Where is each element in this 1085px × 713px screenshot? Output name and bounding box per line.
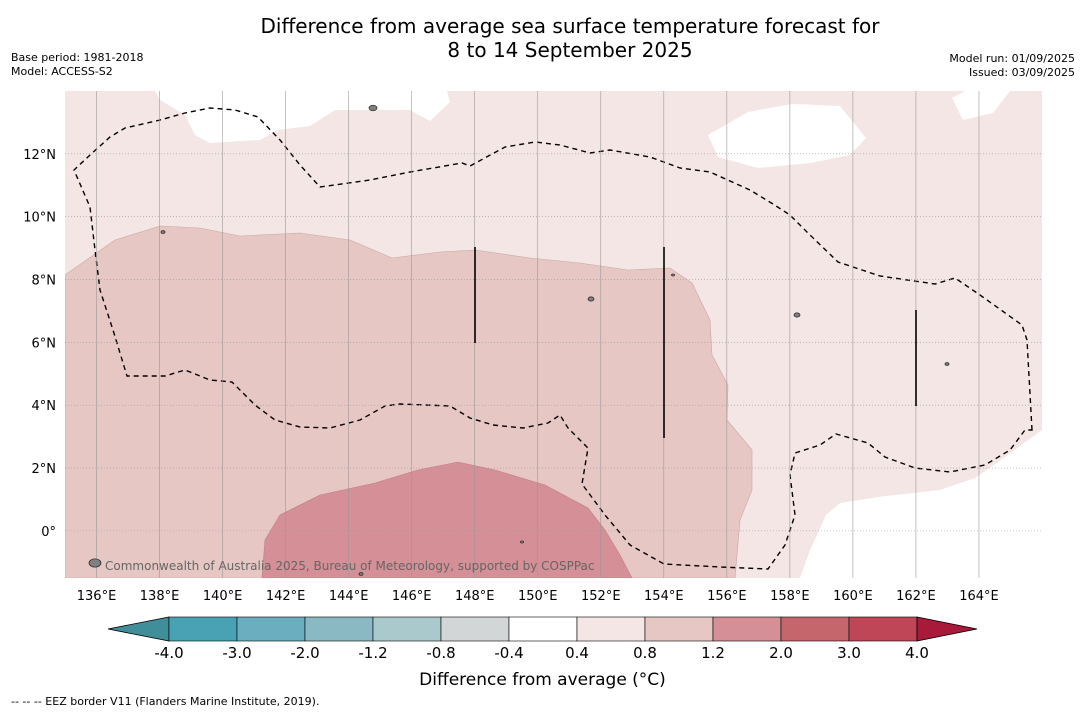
lon-tick-label: 142°E [266, 589, 306, 604]
colorbar-tick-label: -4.0 [154, 644, 183, 662]
lat-tick-label: 6°N [32, 336, 57, 351]
lon-tick-label: 160°E [833, 589, 873, 604]
colorbar-tick-label: 4.0 [905, 644, 929, 662]
lon-tick-label: 156°E [707, 589, 747, 604]
colorbar-labels: -4.0 -3.0 -2.0 -1.2 -0.8 -0.4 0.4 0.8 1.2 2.0 3.0 4… [154, 644, 929, 662]
colorbar-tick-label: 0.8 [633, 644, 657, 662]
colorbar-tick-label: -0.8 [426, 644, 455, 662]
colorbar-swatch [168, 616, 238, 642]
lat-tick-label: 12°N [23, 148, 56, 163]
graticule [65, 91, 1042, 578]
meta-right: Model run: 01/09/2025 Issued: 03/09/2025 [949, 52, 1075, 80]
colorbar-swatch [576, 616, 646, 642]
colorbar-tick-label: -1.2 [358, 644, 387, 662]
colorbar-tick-label: -0.4 [494, 644, 523, 662]
title-line-1: Difference from average sea surface temp… [260, 14, 880, 38]
colorbar-swatch [848, 616, 918, 642]
island-shape [160, 230, 166, 234]
lat-tick-label: 2°N [32, 462, 57, 477]
lon-tick-label: 154°E [644, 589, 684, 604]
model-run: Model run: 01/09/2025 [949, 52, 1075, 65]
colorbar-swatch [372, 616, 442, 642]
colorbar-swatch [236, 616, 306, 642]
colorbar-tick-label: 2.0 [769, 644, 793, 662]
lon-tick-label: 136°E [77, 589, 117, 604]
colorbar-swatch [304, 616, 374, 642]
anomaly-0.8-1.2-region [65, 225, 753, 578]
below-0.4-region-top-left [155, 91, 450, 143]
lon-tick-label: 148°E [455, 589, 495, 604]
colorbar-swatch [440, 616, 510, 642]
colorbar-swatch [508, 616, 578, 642]
colorbar-title: Difference from average (°C) [419, 670, 666, 690]
below-0.4-region-upper [708, 104, 866, 168]
latitude-labels: 12°N 10°N 8°N 6°N 4°N 2°N 0° [23, 148, 56, 540]
islands [88, 104, 950, 576]
lat-tick-label: 0° [41, 525, 56, 540]
island-shape [368, 104, 378, 112]
lat-tick-label: 4°N [32, 399, 57, 414]
lon-tick-label: 158°E [770, 589, 810, 604]
lon-tick-label: 146°E [392, 589, 432, 604]
below-0.4-region-top-right [952, 91, 1010, 120]
lon-tick-label: 164°E [959, 589, 999, 604]
lon-tick-label: 162°E [896, 589, 936, 604]
watermark: Commonwealth of Australia 2025, Bureau o… [105, 559, 595, 573]
lat-tick-label: 10°N [23, 211, 56, 226]
meta-left: Base period: 1981-2018 Model: ACCESS-S2 [11, 51, 143, 79]
colorbar-swatch [644, 616, 714, 642]
island-shape [944, 362, 950, 366]
island-shape [793, 312, 801, 318]
island-shape [671, 273, 675, 277]
colorbar [107, 616, 978, 642]
lon-tick-label: 138°E [140, 589, 180, 604]
colorbar-tick-label: -3.0 [222, 644, 251, 662]
colorbar-extend-high [916, 616, 978, 642]
colorbar-extend-low [107, 616, 170, 642]
island-shape [520, 540, 524, 544]
island-shape [587, 296, 595, 302]
island-shape [88, 558, 102, 568]
map-title: Difference from average sea surface temp… [0, 14, 1085, 62]
below-0.4-region-bottom-right [800, 430, 1042, 578]
eez-footnote: -- -- -- EEZ border V11 (Flanders Marine… [11, 695, 320, 708]
model-name: Model: ACCESS-S2 [11, 65, 113, 78]
anomaly-1.2-2.0-region [261, 461, 633, 578]
longitude-labels: 136°E 138°E 140°E 142°E 144°E 146°E 148°E 150°E… [77, 589, 999, 604]
colorbar-tick-label: -2.0 [290, 644, 319, 662]
lon-tick-label: 144°E [329, 589, 369, 604]
map-area: Commonwealth of Australia 2025, Bureau o… [65, 91, 1042, 578]
island-shape [358, 572, 364, 576]
base-period: Base period: 1981-2018 [11, 51, 144, 64]
lat-tick-label: 8°N [32, 274, 57, 289]
colorbar-swatch [780, 616, 850, 642]
title-line-2: 8 to 14 September 2025 [447, 38, 693, 62]
colorbar-tick-label: 1.2 [701, 644, 725, 662]
issued-date: Issued: 03/09/2025 [968, 66, 1075, 79]
lon-tick-label: 150°E [518, 589, 558, 604]
colorbar-swatch [712, 616, 782, 642]
colorbar-tick-label: 3.0 [837, 644, 861, 662]
lon-tick-label: 152°E [581, 589, 621, 604]
lon-tick-label: 140°E [203, 589, 243, 604]
colorbar-tick-label: 0.4 [565, 644, 589, 662]
